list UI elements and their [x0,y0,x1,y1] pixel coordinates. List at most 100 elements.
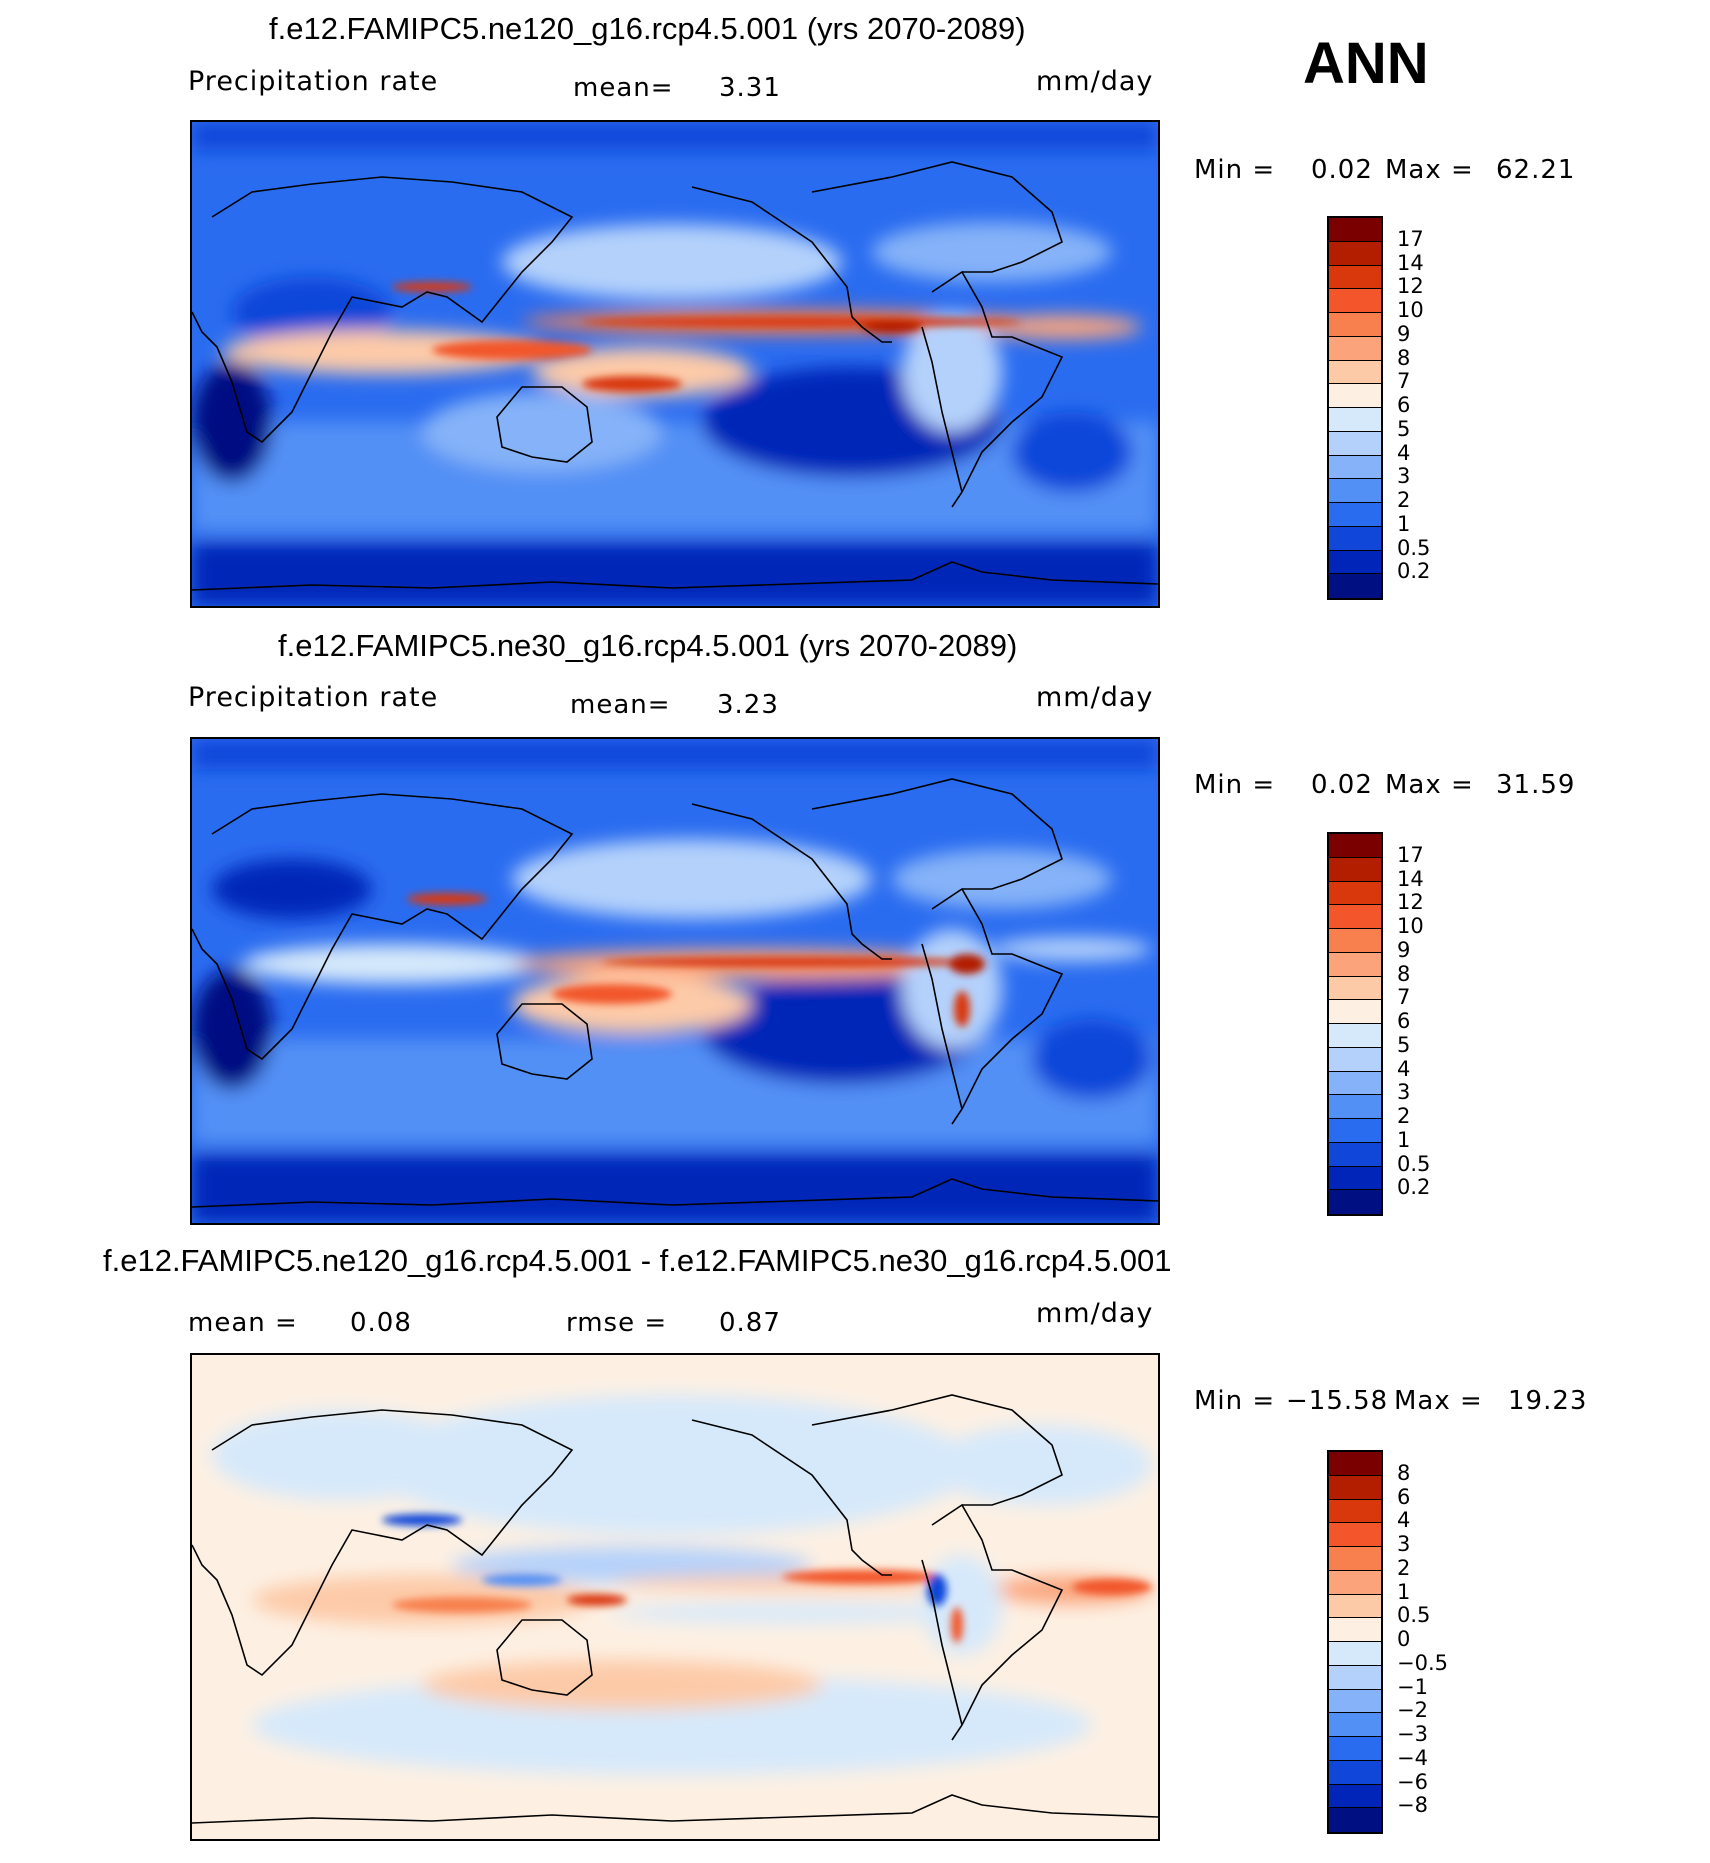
panel3-map [190,1353,1160,1841]
colorbar-tick-label: 14 [1397,866,1424,891]
colorbar-tick-label: 0.5 [1397,535,1431,560]
panel2-mean-value: 3.23 [717,690,779,720]
panel3-rmse-label: rmse = [566,1308,668,1338]
colorbar-tick-label: 5 [1397,1032,1411,1057]
colorbar-segment [1329,526,1381,551]
colorbar-tick-label: 4 [1397,1056,1411,1081]
colorbar-tick-label: 6 [1397,1484,1411,1509]
colorbar-tick-label: 0.2 [1397,559,1431,584]
panel1-title: f.e12.FAMIPC5.ne120_g16.rcp4.5.001 (yrs … [269,11,1026,46]
colorbar-segment [1329,1499,1381,1524]
panel1-mean-value: 3.31 [719,73,781,103]
colorbar-segment [1329,265,1381,290]
colorbar-tick-label: 3 [1397,464,1411,489]
colorbar-tick-label: 12 [1397,274,1424,299]
colorbar-segment [1329,1523,1381,1547]
panel1-colorbar [1327,216,1383,600]
colorbar-segment [1329,431,1381,456]
colorbar-segment [1329,1142,1381,1167]
panel2-min-value: 0.02 [1311,770,1373,800]
colorbar-segment [1329,1119,1381,1143]
colorbar-segment [1329,1713,1381,1737]
colorbar-segment [1329,1570,1381,1595]
colorbar-segment [1329,857,1381,882]
colorbar-segment [1329,1784,1381,1809]
colorbar-tick-label: 2 [1397,488,1411,512]
colorbar-segment [1329,1642,1381,1666]
colorbar-tick-label: 3 [1397,1532,1411,1556]
panel1-units: mm/day [1036,66,1154,97]
colorbar-tick-label: 9 [1397,321,1411,346]
panel2-min-label: Min = [1194,770,1276,800]
colorbar-tick-label: 4 [1397,1508,1411,1533]
panel2-colorbar [1327,832,1383,1216]
panel3-mean-value: 0.08 [350,1308,412,1338]
colorbar-segment [1329,1095,1381,1119]
colorbar-segment [1329,1665,1381,1690]
colorbar-tick-label: 0 [1397,1627,1411,1651]
colorbar-segment [1329,218,1381,242]
panel3-title: f.e12.FAMIPC5.ne120_g16.rcp4.5.001 - f.e… [103,1243,1172,1278]
colorbar-segment [1329,1547,1381,1571]
panel2-precip-field [192,739,1158,1223]
colorbar-segment [1329,976,1381,1001]
panel2-title: f.e12.FAMIPC5.ne30_g16.rcp4.5.001 (yrs 2… [278,628,1018,663]
colorbar-segment [1329,1475,1381,1500]
colorbar-tick-label: 5 [1397,416,1411,441]
colorbar-tick-label: 6 [1397,1009,1411,1033]
colorbar-segment [1329,455,1381,480]
colorbar-segment [1329,1024,1381,1048]
panel1-map [190,120,1160,608]
colorbar-segment [1329,1071,1381,1096]
colorbar-tick-label: 6 [1397,393,1411,417]
colorbar-segment [1329,1737,1381,1761]
panel2-mean-label: mean= [570,690,671,720]
colorbar-tick-label: 2 [1397,1104,1411,1128]
season-label: ANN [1303,31,1429,96]
panel3-difference-field [192,1355,1158,1839]
colorbar-tick-label: −6 [1397,1769,1428,1794]
panel2-max-value: 31.59 [1496,770,1576,800]
panel1-max-label: Max = [1385,155,1474,185]
colorbar-segment [1329,1618,1381,1642]
colorbar-tick-label: 1 [1397,1127,1411,1152]
colorbar-tick-label: 12 [1397,890,1424,915]
colorbar-segment [1329,834,1381,858]
panel3-colorbar [1327,1450,1383,1834]
panel1-min-label: Min = [1194,155,1276,185]
colorbar-segment [1329,550,1381,575]
panel2-units: mm/day [1036,682,1154,713]
colorbar-segment [1329,1760,1381,1785]
colorbar-segment [1329,241,1381,266]
panel3-min-label: Min = [1194,1386,1276,1416]
panel2-max-label: Max = [1385,770,1474,800]
panel1-variable-label: Precipitation rate [188,66,439,97]
colorbar-segment [1329,574,1381,598]
colorbar-segment [1329,289,1381,313]
colorbar-segment [1329,384,1381,408]
colorbar-tick-label: 4 [1397,440,1411,465]
colorbar-tick-label: −3 [1397,1722,1428,1746]
colorbar-tick-label: 2 [1397,1555,1411,1580]
panel1-max-value: 62.21 [1496,155,1576,185]
colorbar-tick-label: 8 [1397,961,1411,986]
colorbar-tick-label: 0.2 [1397,1175,1431,1200]
colorbar-segment [1329,360,1381,385]
colorbar-tick-label: 3 [1397,1080,1411,1105]
colorbar-tick-label: 17 [1397,226,1424,251]
colorbar-segment [1329,503,1381,527]
panel3-units: mm/day [1036,1298,1154,1329]
panel2-variable-label: Precipitation rate [188,682,439,713]
colorbar-tick-label: −2 [1397,1698,1428,1723]
colorbar-segment [1329,1452,1381,1476]
colorbar-segment [1329,1166,1381,1191]
colorbar-segment [1329,313,1381,337]
colorbar-tick-label: −4 [1397,1745,1428,1770]
colorbar-segment [1329,408,1381,432]
panel1-min-value: 0.02 [1311,155,1373,185]
colorbar-tick-label: 1 [1397,1579,1411,1604]
colorbar-tick-label: 10 [1397,298,1424,322]
colorbar-segment [1329,1000,1381,1024]
colorbar-tick-label: 14 [1397,250,1424,275]
colorbar-segment [1329,1594,1381,1619]
